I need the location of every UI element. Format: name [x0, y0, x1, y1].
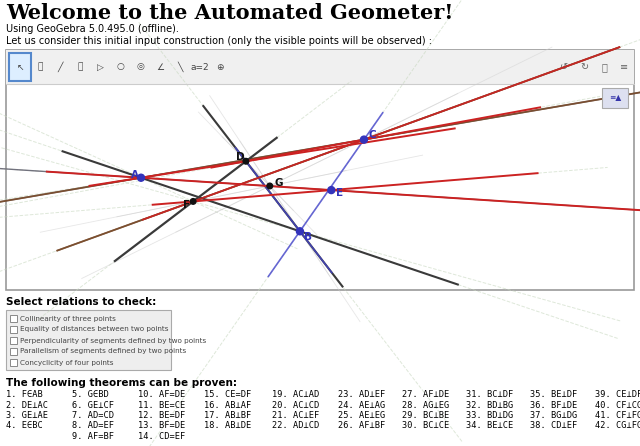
Text: Select relations to check:: Select relations to check:	[6, 297, 156, 307]
Text: 13. BF=DE: 13. BF=DE	[138, 421, 185, 430]
Text: ◎: ◎	[136, 62, 144, 71]
Bar	[6, 50, 634, 84]
Text: ╱: ╱	[58, 62, 63, 72]
Text: E: E	[336, 188, 344, 198]
Text: 30. BC⊥CE: 30. BC⊥CE	[402, 421, 449, 430]
Text: 41. CF⊥FG: 41. CF⊥FG	[595, 411, 640, 420]
Text: ○: ○	[116, 62, 124, 71]
Text: Collinearity of three points: Collinearity of three points	[20, 315, 116, 322]
Text: 8. AD=EF: 8. AD=EF	[72, 421, 114, 430]
Text: 7. AD=CD: 7. AD=CD	[72, 411, 114, 420]
Text: 27. AF⊥DE: 27. AF⊥DE	[402, 390, 449, 399]
Text: ↺: ↺	[560, 62, 568, 72]
Text: 16. AB⊥AF: 16. AB⊥AF	[204, 401, 252, 409]
Text: Equality of distances between two points: Equality of distances between two points	[20, 326, 168, 333]
Text: D: D	[236, 152, 244, 162]
Text: 10. AF=DE: 10. AF=DE	[138, 390, 185, 399]
Text: 4. E∈BC: 4. E∈BC	[6, 421, 43, 430]
Circle shape	[243, 158, 249, 164]
Text: 15. CE=DF: 15. CE=DF	[204, 390, 252, 399]
Text: 14. CD=EF: 14. CD=EF	[138, 432, 185, 441]
Circle shape	[328, 186, 335, 194]
Text: 12. BE=DF: 12. BE=DF	[138, 411, 185, 420]
Text: 1. F∈AB: 1. F∈AB	[6, 390, 43, 399]
Bar	[9, 53, 31, 81]
Text: 20. AC⊥CD: 20. AC⊥CD	[272, 401, 319, 409]
Circle shape	[138, 174, 145, 181]
Text: 33. BD⊥DG: 33. BD⊥DG	[466, 411, 513, 420]
Text: a=2: a=2	[191, 62, 209, 71]
Text: ∠: ∠	[156, 62, 164, 71]
Text: 40. CF⊥CG: 40. CF⊥CG	[595, 401, 640, 409]
Text: ≡: ≡	[620, 62, 628, 72]
Text: 17. AB⊥BF: 17. AB⊥BF	[204, 411, 252, 420]
Circle shape	[296, 228, 303, 235]
Text: 5. G∈BD: 5. G∈BD	[72, 390, 109, 399]
Text: 19. AC⊥AD: 19. AC⊥AD	[272, 390, 319, 399]
Text: ⤫: ⤫	[77, 62, 83, 71]
Bar	[6, 50, 634, 290]
Text: 9. AF=BF: 9. AF=BF	[72, 432, 114, 441]
Text: ≡▲: ≡▲	[609, 94, 621, 103]
Text: 25. AE⊥EG: 25. AE⊥EG	[338, 411, 385, 420]
Text: Using GeoGebra 5.0.495.0 (offline).: Using GeoGebra 5.0.495.0 (offline).	[6, 24, 179, 34]
Text: Parallelism of segments defined by two points: Parallelism of segments defined by two p…	[20, 348, 186, 355]
Text: Let us consider this initial input construction (only the visible points will be: Let us consider this initial input const…	[6, 36, 432, 46]
Bar	[10, 359, 17, 366]
Bar	[602, 88, 628, 108]
Text: 3. GE⊥AE: 3. GE⊥AE	[6, 411, 48, 420]
Text: ▷: ▷	[97, 62, 104, 71]
Bar	[10, 315, 17, 322]
Text: ↖: ↖	[16, 62, 24, 71]
Text: 11. BE=CE: 11. BE=CE	[138, 401, 185, 409]
Text: G: G	[275, 178, 284, 188]
Text: B: B	[304, 232, 312, 242]
Text: 35. BE⊥DF: 35. BE⊥DF	[530, 390, 577, 399]
Circle shape	[190, 198, 196, 204]
Bar	[10, 326, 17, 333]
Circle shape	[267, 183, 273, 189]
Text: Concyclicity of four points: Concyclicity of four points	[20, 359, 113, 366]
Text: The following theorems can be proven:: The following theorems can be proven:	[6, 378, 237, 388]
Text: ╲: ╲	[177, 62, 182, 72]
Text: 36. BF⊥DE: 36. BF⊥DE	[530, 401, 577, 409]
Text: 38. CD⊥EF: 38. CD⊥EF	[530, 421, 577, 430]
Text: F: F	[183, 200, 190, 211]
Text: 37. BG⊥DG: 37. BG⊥DG	[530, 411, 577, 420]
Text: 21. AC⊥EF: 21. AC⊥EF	[272, 411, 319, 420]
Text: 32. BD⊥BG: 32. BD⊥BG	[466, 401, 513, 409]
Text: Perpendicularity of segments defined by two points: Perpendicularity of segments defined by …	[20, 338, 206, 343]
Bar	[10, 348, 17, 355]
Bar	[6, 310, 171, 370]
Bar	[10, 337, 17, 344]
Text: 2. DE⊥AC: 2. DE⊥AC	[6, 401, 48, 409]
Text: 6. GE⊥CF: 6. GE⊥CF	[72, 401, 114, 409]
Text: ⊕: ⊕	[216, 62, 224, 71]
Text: 34. BE⊥CE: 34. BE⊥CE	[466, 421, 513, 430]
Text: 42. CG⊥FG: 42. CG⊥FG	[595, 421, 640, 430]
Text: ↻: ↻	[580, 62, 588, 72]
Text: 29. BC⊥BE: 29. BC⊥BE	[402, 411, 449, 420]
Text: 26. AF⊥BF: 26. AF⊥BF	[338, 421, 385, 430]
Text: 28. AG⊥EG: 28. AG⊥EG	[402, 401, 449, 409]
Text: ⤫: ⤫	[37, 62, 43, 71]
Text: 18. AB⊥DE: 18. AB⊥DE	[204, 421, 252, 430]
Text: 24. AE⊥AG: 24. AE⊥AG	[338, 401, 385, 409]
Text: 22. AD⊥CD: 22. AD⊥CD	[272, 421, 319, 430]
Circle shape	[360, 136, 367, 143]
Text: C: C	[369, 130, 376, 140]
Text: Welcome to the Automated Geometer!: Welcome to the Automated Geometer!	[6, 3, 453, 23]
Text: 39. CE⊥DF: 39. CE⊥DF	[595, 390, 640, 399]
Text: 31. BC⊥DF: 31. BC⊥DF	[466, 390, 513, 399]
Text: 23. AD⊥EF: 23. AD⊥EF	[338, 390, 385, 399]
Text: 🔍: 🔍	[601, 62, 607, 72]
Text: A: A	[131, 170, 139, 180]
